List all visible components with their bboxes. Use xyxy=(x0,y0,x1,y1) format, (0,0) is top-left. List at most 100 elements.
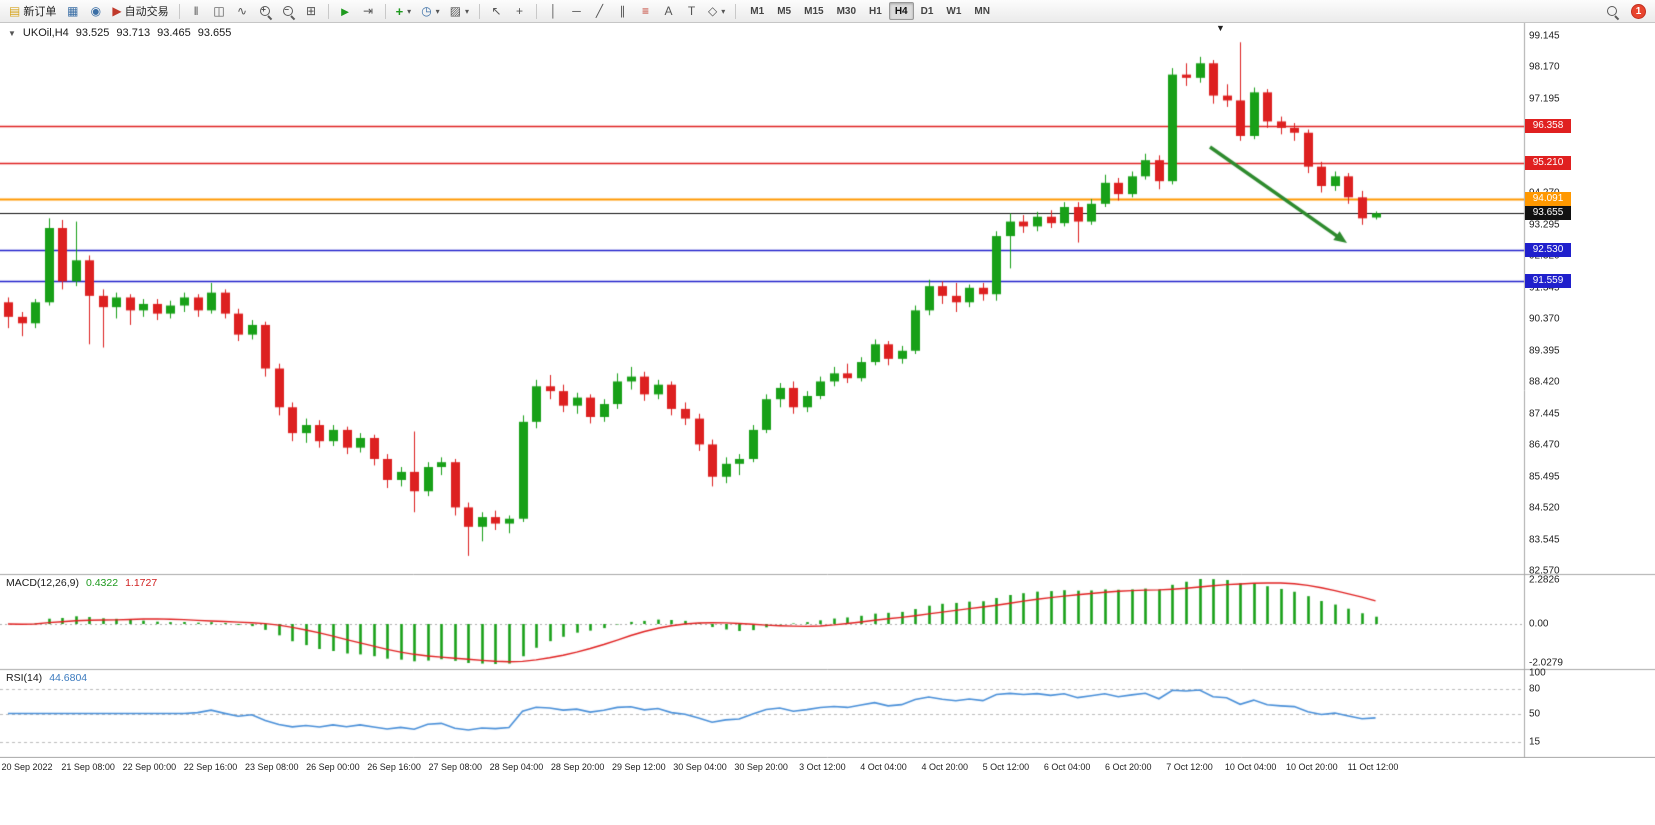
timeframe-h4-button[interactable]: H4 xyxy=(888,2,914,20)
price-level-badge-92.530: 92.530 xyxy=(1525,242,1571,257)
time-axis-label: 4 Oct 20:00 xyxy=(921,762,968,772)
crosshair-icon: + xyxy=(516,4,524,18)
price-tick-label: 99.145 xyxy=(1529,30,1560,42)
timeframe-m30-button[interactable]: M30 xyxy=(831,2,862,20)
profiles-button[interactable]: ◉ xyxy=(85,2,106,21)
toolbar-separator xyxy=(178,3,180,19)
clock-icon: ◷ xyxy=(421,4,432,18)
crosshair-button[interactable]: + xyxy=(509,2,530,21)
price-tick-label: 93.295 xyxy=(1529,219,1560,231)
timeframe-m1-button[interactable]: M1 xyxy=(744,2,770,20)
toolbar-right: 1 xyxy=(1602,2,1650,21)
price-level-badge-91.559: 91.559 xyxy=(1525,274,1571,289)
tile-windows-button[interactable]: ⊞ xyxy=(301,2,322,21)
new-order-label: 新订单 xyxy=(23,6,57,18)
notification-badge[interactable]: 1 xyxy=(1631,3,1646,19)
macd-main-value: 0.4322 xyxy=(85,577,119,589)
horizontal-line-icon: ─ xyxy=(572,4,581,18)
new-order-button[interactable]: ▤ 新订单 xyxy=(5,2,60,21)
text-button[interactable]: A xyxy=(658,2,679,21)
timeframe-m15-button[interactable]: M15 xyxy=(798,2,829,20)
toolbar-separator xyxy=(479,3,481,19)
macd-scale-label: -2.0279 xyxy=(1529,657,1563,669)
time-axis-label: 10 Oct 20:00 xyxy=(1286,762,1338,772)
price-level-badge-96.358: 96.358 xyxy=(1525,119,1571,134)
add-indicator-button[interactable]: + ▾ xyxy=(392,2,416,21)
price-axis[interactable]: 99.14598.17097.19596.22095.24594.27093.2… xyxy=(1524,23,1655,758)
chart-shift-icon: ⇥ xyxy=(363,4,374,18)
price-level-badge-94.091: 94.091 xyxy=(1525,192,1571,207)
auto-scroll-icon: ► xyxy=(338,3,352,19)
ohlc-low: 93.465 xyxy=(157,27,191,39)
trendline-button[interactable]: ╱ xyxy=(589,2,610,21)
time-axis-label: 20 Sep 2022 xyxy=(1,762,53,772)
time-axis-label: 6 Oct 20:00 xyxy=(1105,762,1152,772)
price-tick-label: 82.570 xyxy=(1529,565,1560,577)
zoom-in-button[interactable]: + xyxy=(255,2,276,21)
down-marker-icon: ▼ xyxy=(1216,23,1225,33)
autotrading-button[interactable]: ▶ 自动交易 xyxy=(108,2,172,21)
chevron-down-icon: ▾ xyxy=(721,6,726,16)
time-axis-label: 21 Sep 08:00 xyxy=(61,762,115,772)
vertical-line-button[interactable]: │ xyxy=(543,2,564,21)
price-level-badge-95.210: 95.210 xyxy=(1525,156,1571,171)
time-axis-label: 4 Oct 04:00 xyxy=(860,762,907,772)
time-axis-label: 3 Oct 12:00 xyxy=(799,762,846,772)
chart-canvas[interactable] xyxy=(0,23,1655,758)
rsi-value: 44.6804 xyxy=(49,672,88,684)
bar-chart-button[interactable]: ‖ xyxy=(186,2,207,21)
price-tick-label: 87.445 xyxy=(1529,408,1560,420)
line-chart-icon: ∿ xyxy=(237,4,248,18)
time-axis-label: 7 Oct 12:00 xyxy=(1166,762,1213,772)
time-axis-label: 22 Sep 16:00 xyxy=(183,762,238,772)
cursor-button[interactable]: ↖ xyxy=(486,2,507,21)
cursor-icon: ↖ xyxy=(491,4,502,18)
search-icon xyxy=(1606,5,1619,18)
rsi-panel-title: RSI(14) 44.6804 xyxy=(6,672,87,684)
time-axis-label: 30 Sep 04:00 xyxy=(673,762,727,772)
shapes-button[interactable]: ◇ ▾ xyxy=(704,2,729,21)
toolbar-separator xyxy=(327,3,329,19)
time-axis-label: 28 Sep 04:00 xyxy=(489,762,544,772)
one-click-trading-toggle[interactable]: ▼ xyxy=(8,28,16,38)
text-label-button[interactable]: T xyxy=(681,2,702,21)
rsi-scale-label: 15 xyxy=(1529,736,1541,748)
zoom-out-button[interactable]: − xyxy=(278,2,299,21)
channel-button[interactable]: ∥ xyxy=(612,2,633,21)
vertical-line-icon: │ xyxy=(549,4,558,18)
timeframe-m5-button[interactable]: M5 xyxy=(771,2,797,20)
time-axis-label: 27 Sep 08:00 xyxy=(428,762,483,772)
line-chart-button[interactable]: ∿ xyxy=(232,2,253,21)
time-axis-label: 22 Sep 00:00 xyxy=(122,762,177,772)
rsi-scale-label: 80 xyxy=(1529,683,1541,695)
timeframe-d1-button[interactable]: D1 xyxy=(915,2,940,20)
price-tick-label: 90.370 xyxy=(1529,313,1560,325)
horizontal-line-button[interactable]: ─ xyxy=(566,2,587,21)
bar-chart-icon: ‖ xyxy=(193,4,199,18)
timeframe-h1-button[interactable]: H1 xyxy=(863,2,888,20)
search-button[interactable] xyxy=(1602,2,1623,21)
templates-button[interactable]: ▨ ▾ xyxy=(446,2,473,21)
time-axis-label: 26 Sep 00:00 xyxy=(306,762,360,772)
zoom-in-icon: + xyxy=(259,5,272,18)
tile-windows-icon: ⊞ xyxy=(306,4,317,18)
ohlc-high: 93.713 xyxy=(116,27,151,39)
timeframe-w1-button[interactable]: W1 xyxy=(940,2,967,20)
ohlc-close: 93.655 xyxy=(197,27,232,39)
chart-shift-button[interactable]: ⇥ xyxy=(358,2,379,21)
chevron-down-icon: ▾ xyxy=(435,6,440,16)
chevron-down-icon: ▾ xyxy=(465,6,470,16)
zoom-out-icon: − xyxy=(282,5,295,18)
candle-chart-button[interactable]: ◫ xyxy=(209,2,230,21)
fibonacci-button[interactable]: ≡ xyxy=(635,2,656,21)
symbol-name: UKOil,H4 xyxy=(22,27,69,39)
chart-symbol-header: ▼ UKOil,H4 93.525 93.713 93.465 93.655 xyxy=(8,27,231,39)
text-icon: A xyxy=(664,4,673,18)
auto-scroll-button[interactable]: ► xyxy=(335,2,356,21)
time-axis-label: 10 Oct 04:00 xyxy=(1224,762,1277,772)
time-axis[interactable]: 20 Sep 2022 21 Sep 08:00 22 Sep 00:00 22 Se… xyxy=(0,758,1524,778)
charts-button[interactable]: ▦ xyxy=(62,2,83,21)
periods-button[interactable]: ◷ ▾ xyxy=(417,2,444,21)
timeframe-mn-button[interactable]: MN xyxy=(968,2,996,20)
